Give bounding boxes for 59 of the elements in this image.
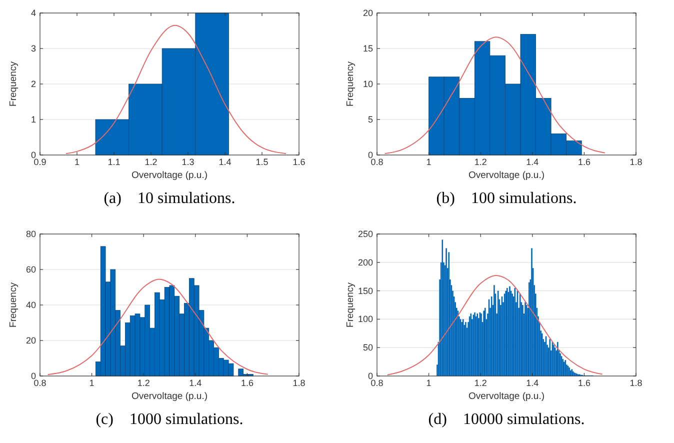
x-tick-label: 1.5: [256, 157, 268, 167]
y-tick-label: 0: [368, 371, 373, 381]
y-tick-label: 3: [30, 44, 36, 54]
y-axis-title: Frequency: [345, 61, 356, 106]
y-tick-label: 10: [362, 79, 373, 89]
x-tick-label: 0.8: [34, 378, 46, 388]
x-tick-label: 1.6: [578, 378, 590, 388]
y-tick-label: 50: [362, 342, 373, 353]
x-tick-label: 1.1: [108, 157, 120, 167]
x-axis-title: Overvoltage (p.u.): [468, 170, 545, 181]
x-tick-label: 1.2: [474, 378, 487, 388]
x-tick-label: 1.6: [292, 157, 306, 167]
y-tick-label: 60: [26, 264, 36, 274]
y-tick-label: 15: [362, 44, 373, 54]
x-axis-title: Overvoltage (p.u.): [131, 391, 208, 402]
x-tick-label: 1: [426, 157, 432, 167]
x-tick-label: 1.8: [630, 157, 642, 167]
x-tick-label: 1.6: [240, 378, 254, 388]
y-axis-title: Frequency: [8, 61, 19, 106]
text: (a) 10 simulations.: [104, 190, 236, 207]
y-tick-label: 20: [26, 336, 36, 346]
y-tick-label: 150: [358, 286, 373, 296]
x-tick-label: 1.8: [292, 378, 306, 388]
y-tick-label: 100: [358, 314, 373, 324]
text: (c) 1000 simulations.: [96, 411, 244, 428]
y-tick-label: 0: [30, 371, 36, 381]
x-tick-label: 1.4: [526, 157, 539, 167]
y-tick-label: 40: [26, 300, 36, 310]
x-axis-title: Overvoltage (p.u.): [468, 391, 545, 402]
y-tick-label: 80: [26, 229, 36, 239]
text: (b) 100 simulations.: [436, 190, 577, 207]
x-tick-label: 1.4: [218, 157, 232, 167]
y-tick-label: 0: [368, 150, 373, 160]
x-tick-label: 1.2: [144, 157, 158, 167]
y-axis-title: Frequency: [8, 282, 19, 328]
y-tick-label: 20: [362, 8, 373, 18]
y-tick-label: 250: [358, 229, 373, 239]
x-tick-label: 1: [89, 378, 94, 388]
y-tick-label: 4: [30, 8, 36, 18]
text: (d) 10000 simulations.: [428, 411, 585, 428]
x-tick-label: 1: [74, 157, 80, 167]
x-tick-label: 1: [426, 378, 432, 388]
x-tick-label: 1.8: [630, 378, 642, 388]
x-tick-label: 1.4: [189, 378, 202, 388]
x-tick-label: 1.2: [474, 157, 487, 167]
y-tick-label: 2: [30, 79, 36, 89]
y-axis-title: Frequency: [345, 282, 356, 328]
x-tick-label: 1.4: [526, 378, 539, 388]
x-tick-label: 0.9: [34, 157, 46, 167]
x-tick-label: 1.6: [578, 157, 590, 167]
y-tick-label: 1: [30, 114, 36, 124]
x-tick-label: 0.8: [370, 378, 384, 388]
y-tick-label: 200: [358, 257, 373, 268]
y-tick-label: 0: [30, 150, 36, 160]
x-tick-label: 1.3: [182, 157, 194, 167]
y-tick-label: 5: [368, 114, 373, 124]
x-tick-label: 1.2: [137, 378, 150, 388]
x-tick-label: 0.8: [370, 157, 384, 167]
x-axis-title: Overvoltage (p.u.): [131, 170, 208, 181]
